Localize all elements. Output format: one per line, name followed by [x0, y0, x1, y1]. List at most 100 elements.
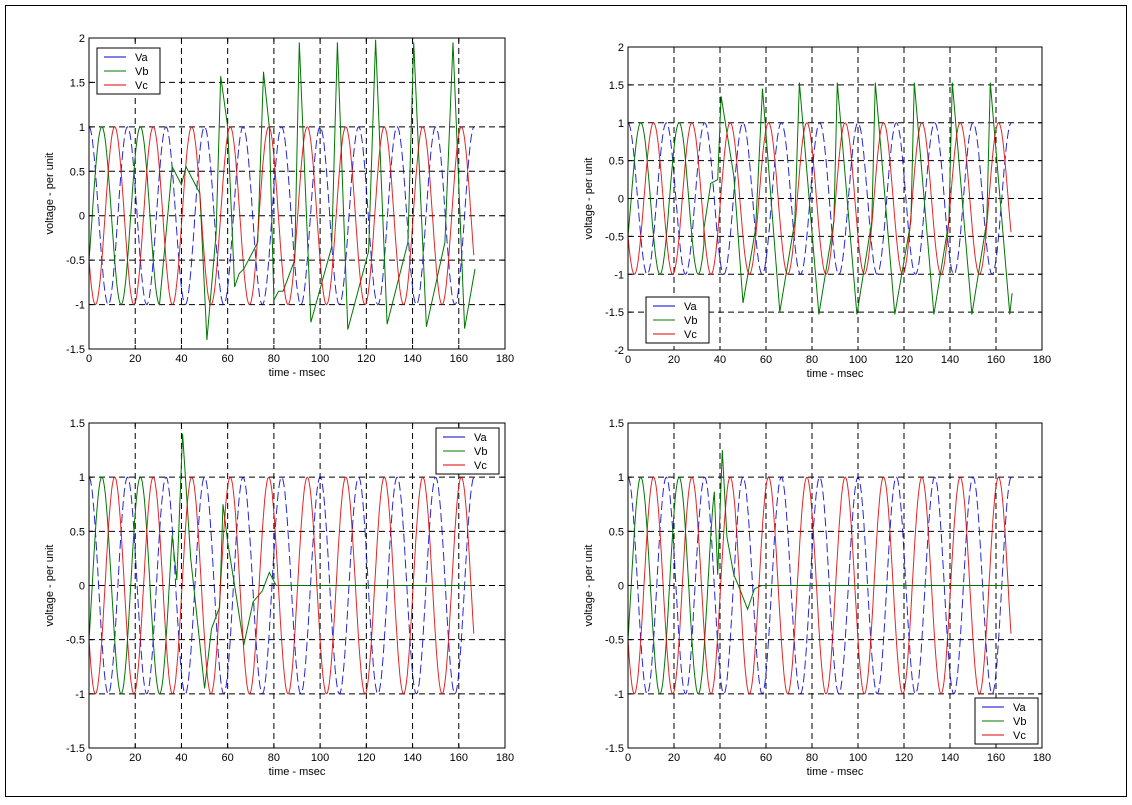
x-tick-label: 160	[450, 752, 468, 764]
y-tick-label: 0.5	[70, 166, 85, 178]
legend-label-va: Va	[135, 52, 149, 64]
x-tick-label: 100	[311, 752, 329, 764]
y-tick-label: -1.5	[605, 307, 624, 319]
x-tick-label: 180	[1033, 354, 1051, 366]
y-tick-label: -1.5	[605, 743, 624, 755]
x-tick-label: 20	[129, 353, 141, 365]
y-tick-label: -0.5	[66, 635, 85, 647]
legend-label-va: Va	[1013, 702, 1027, 714]
x-tick-label: 100	[849, 354, 867, 366]
y-tick-label: 0	[618, 194, 624, 206]
legend-label-vc: Vc	[474, 460, 487, 472]
y-tick-label: -0.5	[66, 255, 85, 267]
legend: Va Vb Vc	[645, 296, 710, 344]
series-line-vc	[89, 126, 475, 306]
x-tick-label: 40	[714, 752, 726, 764]
axes-box	[88, 37, 506, 350]
x-tick-label: 120	[357, 353, 375, 365]
x-tick-label: 100	[311, 353, 329, 365]
y-tick-label: 0.5	[609, 156, 624, 168]
x-tick-label: 180	[496, 752, 514, 764]
series-line-vb	[89, 39, 476, 341]
x-tick-label: 20	[129, 752, 141, 764]
series-line-vc	[628, 122, 1012, 275]
x-axis-label: time - msec	[269, 367, 326, 379]
x-tick-label: 80	[806, 752, 818, 764]
x-tick-label: 180	[1033, 752, 1051, 764]
y-tick-label: -1	[75, 689, 85, 701]
x-tick-label: 60	[760, 354, 772, 366]
y-tick-label: -1	[614, 269, 624, 281]
y-tick-label: 1	[618, 118, 624, 130]
legend-label-vb: Vb	[684, 315, 697, 327]
x-tick-label: 60	[222, 752, 234, 764]
legend-label-va: Va	[474, 432, 488, 444]
legend: Va Vb Vc	[974, 697, 1039, 745]
subplot-3: 0 20 40 60 80 100 120 140 160 180 -1.5 -1 -0.5 0 0.5 1 1…	[44, 418, 514, 778]
x-axis-label: time - msec	[807, 766, 864, 778]
y-tick-label: 1.5	[70, 418, 85, 430]
series-line-vb	[628, 82, 1013, 315]
y-tick-label: -0.5	[605, 635, 624, 647]
legend-label-va: Va	[684, 301, 698, 313]
x-tick-label: 140	[941, 354, 959, 366]
series-line-va	[89, 126, 475, 306]
series-line-vc	[89, 476, 475, 695]
x-tick-label: 160	[450, 353, 468, 365]
x-tick-label: 40	[714, 354, 726, 366]
y-tick-label: 0	[618, 581, 624, 593]
y-tick-label: 0.5	[609, 526, 624, 538]
legend: Va Vb Vc	[96, 47, 161, 95]
y-axis-label: voltage - per unit	[44, 153, 56, 235]
x-tick-label: 40	[175, 353, 187, 365]
x-tick-label: 120	[895, 752, 913, 764]
x-tick-label: 80	[268, 752, 280, 764]
x-tick-label: 180	[496, 353, 514, 365]
x-axis-label: time - msec	[269, 766, 326, 778]
y-tick-label: 0	[79, 211, 85, 223]
y-tick-label: -1	[75, 300, 85, 312]
x-tick-label: 120	[357, 752, 375, 764]
y-axis-label: voltage - per unit	[583, 158, 595, 240]
x-axis-label: time - msec	[807, 368, 864, 380]
x-tick-label: 20	[668, 752, 680, 764]
subplot-2: 0 20 40 60 80 100 120 140 160 180 -2 -1.5 -1 -0.5 0 0.5…	[583, 42, 1051, 380]
series-line-vb	[628, 450, 1010, 695]
x-tick-label: 60	[222, 353, 234, 365]
y-tick-label: 1.5	[609, 418, 624, 430]
y-tick-label: -1.5	[66, 344, 85, 356]
y-axis-label: voltage - per unit	[44, 545, 56, 627]
legend: Va Vb Vc	[435, 427, 500, 475]
y-tick-label: -0.5	[605, 231, 624, 243]
subplot-4: 0 20 40 60 80 100 120 140 160 180 -1.5 -1 -0.5 0 0.5 1 1…	[583, 418, 1051, 778]
x-tick-label: 80	[806, 354, 818, 366]
y-tick-label: 1	[79, 472, 85, 484]
legend-label-vc: Vc	[135, 80, 148, 92]
x-tick-label: 80	[268, 353, 280, 365]
x-tick-label: 160	[987, 752, 1005, 764]
series-line-vb	[89, 433, 473, 695]
x-tick-label: 40	[175, 752, 187, 764]
x-tick-label: 60	[760, 752, 772, 764]
y-tick-label: 2	[79, 33, 85, 45]
y-tick-label: 1	[618, 472, 624, 484]
x-tick-label: 140	[403, 752, 421, 764]
y-tick-label: 0.5	[70, 526, 85, 538]
y-tick-label: 2	[618, 42, 624, 54]
y-tick-label: 1.5	[609, 80, 624, 92]
legend-label-vb: Vb	[474, 446, 487, 458]
legend-label-vb: Vb	[1013, 716, 1026, 728]
x-tick-label: 0	[625, 354, 631, 366]
x-tick-label: 140	[403, 353, 421, 365]
x-tick-label: 0	[625, 752, 631, 764]
x-tick-label: 120	[895, 354, 913, 366]
y-tick-label: 1	[79, 122, 85, 134]
x-tick-label: 20	[668, 354, 680, 366]
y-tick-label: -1	[614, 689, 624, 701]
x-tick-label: 100	[849, 752, 867, 764]
x-tick-label: 160	[987, 354, 1005, 366]
legend-label-vb: Vb	[135, 66, 148, 78]
x-tick-label: 0	[86, 353, 92, 365]
x-tick-label: 0	[86, 752, 92, 764]
